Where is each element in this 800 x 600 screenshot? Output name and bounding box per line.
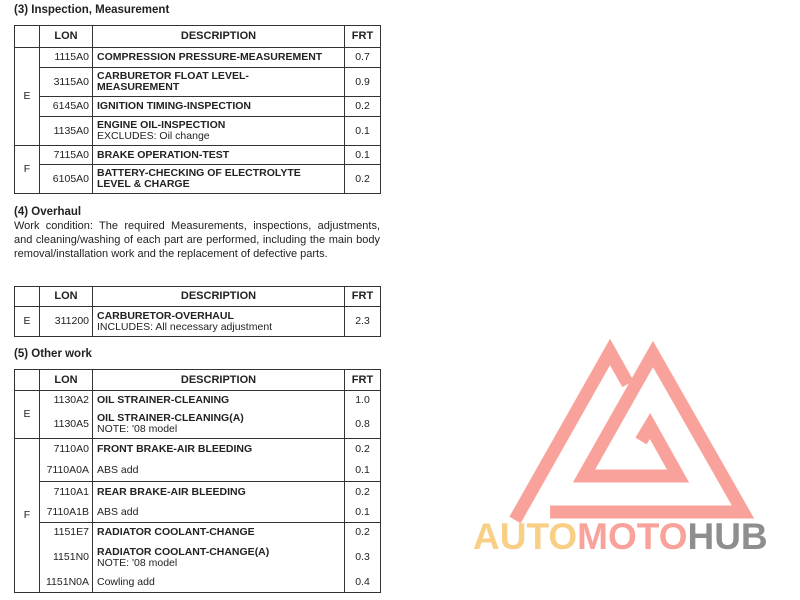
other-work-table: LON DESCRIPTION FRT E 1130A2 OIL STRAINER-CL… <box>14 369 381 593</box>
desc: COMPRESSION PRESSURE-MEASUREMENT <box>97 51 323 63</box>
note: ABS add <box>97 505 139 518</box>
note: INCLUDES: All necessary adjustment <box>97 320 273 333</box>
work-condition-text: Work condition: The required Measurement… <box>14 220 380 260</box>
desc: OIL STRAINER-CLEANING(A) <box>97 412 244 425</box>
table-row: 1135A0 ENGINE OIL-INSPECTION EXCLUDES: Oil… <box>15 116 381 146</box>
desc: OIL STRAINER-CLEANING <box>97 394 230 407</box>
frt-cell: 2.3 <box>344 306 381 337</box>
frt-cell: 0.2 <box>344 438 381 461</box>
table-row: 7110A1B ABS add 0.1 <box>15 502 381 523</box>
watermark-triangle-mark <box>509 338 755 524</box>
frt-cell: 0.2 <box>344 522 381 543</box>
frt-cell: 0.2 <box>344 164 381 194</box>
table-row: E 1130A2 OIL STRAINER-CLEANING 1.0 <box>14 390 381 439</box>
lon-cell: 311200 <box>39 306 93 337</box>
desc: IGNITION TIMING-INSPECTION <box>97 100 251 112</box>
desc: CARBURETOR FLOAT LEVEL-MEASUREMENT <box>97 70 249 93</box>
frt-cell: 0.3 <box>344 542 381 573</box>
lon-cell: 6105A0 <box>39 164 93 194</box>
table-row: 6145A0 IGNITION TIMING-INSPECTION 0.2 <box>15 96 381 117</box>
watermark-text: AUTOMOTOHUB <box>473 516 768 557</box>
frt-cell: 0.4 <box>344 572 381 593</box>
desc: BRAKE OPERATION-TEST <box>97 148 230 161</box>
section-3-title: (3) Inspection, Measurement <box>14 4 170 16</box>
table-row: 1151E7 RADIATOR COOLANT-CHANGE 0.2 <box>15 522 381 543</box>
table-row: E 311200 CARBURETOR-OVERHAUL INCLUDES: All … <box>14 306 381 337</box>
desc-cell: CARBURETOR FLOAT LEVEL-MEASUREMENT <box>92 67 345 97</box>
note: ABS add <box>97 464 139 477</box>
frt-cell: 0.8 <box>344 410 381 439</box>
frt-cell: 1.0 <box>344 390 381 411</box>
note: Cowling add <box>97 575 155 588</box>
desc: RADIATOR COOLANT-CHANGE(A) <box>97 545 270 558</box>
header-frt: FRT <box>344 286 381 307</box>
overhaul-table: LON DESCRIPTION FRT E 311200 CARBURETOR-OVER… <box>14 286 381 337</box>
section-4-title: (4) Overhaul <box>14 206 82 218</box>
table-row: 1130A5 OIL STRAINER-CLEANING(A) NOTE: '08 … <box>15 410 381 439</box>
desc-cell: CARBURETOR-OVERHAUL INCLUDES: All necessa… <box>92 306 345 337</box>
desc: RADIATOR COOLANT-CHANGE <box>97 526 255 539</box>
table-row: 1151N0 RADIATOR COOLANT-CHANGE(A) NOTE: '0… <box>15 542 381 573</box>
group-cell: E <box>14 390 40 439</box>
table-row: 6105A0 BATTERY-CHECKING OF ELECTROLYTE LE… <box>15 164 381 194</box>
inspection-table: LON DESCRIPTION FRT E 1115A0 COMPRESSION PRE… <box>14 25 381 194</box>
note: EXCLUDES: Oil change <box>97 130 210 142</box>
table-row: 7110A1 REAR BRAKE-AIR BLEEDING 0.2 <box>15 481 381 503</box>
frt-cell: 0.2 <box>344 481 381 503</box>
table-row: 3115A0 CARBURETOR FLOAT LEVEL-MEASUREMENT… <box>15 67 381 97</box>
table-row: E 1115A0 COMPRESSION PRESSURE-MEASUREMENT 0… <box>14 47 381 146</box>
frt-cell: 0.9 <box>344 67 381 97</box>
table-row: 1151N0A Cowling add 0.4 <box>15 572 381 593</box>
note: NOTE: '08 model <box>97 423 178 436</box>
desc-cell: BATTERY-CHECKING OF ELECTROLYTE LEVEL & … <box>92 164 345 194</box>
note: NOTE: '08 model <box>97 556 178 569</box>
lon-cell: 1135A0 <box>39 116 93 146</box>
group-cell: E <box>14 47 40 146</box>
desc-cell: RADIATOR COOLANT-CHANGE(A) NOTE: '08 mode… <box>92 542 345 573</box>
desc: FRONT BRAKE-AIR BLEEDING <box>97 443 253 456</box>
desc: ENGINE OIL-INSPECTION <box>97 119 226 131</box>
desc: REAR BRAKE-AIR BLEEDING <box>97 485 246 498</box>
desc: CARBURETOR-OVERHAUL <box>97 309 234 322</box>
desc: BATTERY-CHECKING OF ELECTROLYTE LEVEL & … <box>97 167 301 190</box>
section-5-title: (5) Other work <box>14 348 92 360</box>
group-cell: F <box>14 145 40 194</box>
